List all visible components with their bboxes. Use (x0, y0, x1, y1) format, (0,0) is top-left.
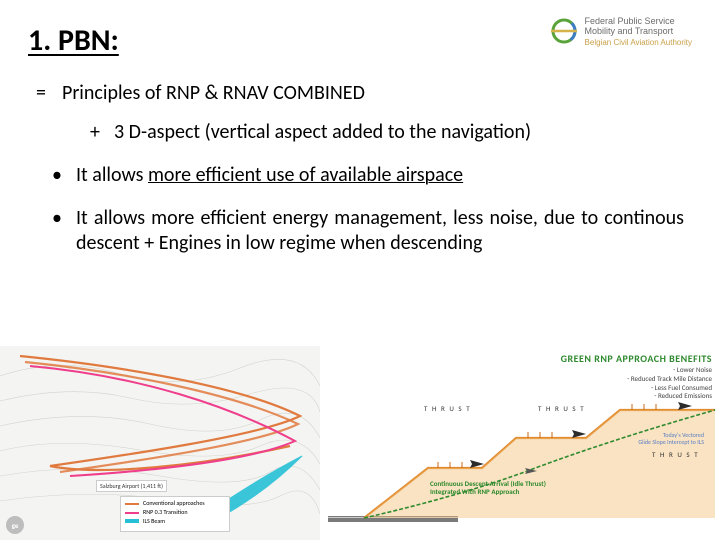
aspect-line: + 3 D-aspect (vertical aspect added to t… (36, 120, 684, 145)
logo-text-line2: Mobility and Transport (585, 26, 692, 36)
logo-text-line1: Federal Public Service (585, 16, 692, 26)
figure-row: Salzburg Airport (1,411 ft) Conventional… (0, 346, 720, 540)
legend-row: RNP 0.3 Transition (125, 509, 225, 517)
thrust-label: T H R U S T (424, 404, 471, 413)
equals-marker: = (36, 81, 62, 106)
agency-logo: Federal Public Service Mobility and Tran… (549, 16, 692, 47)
logo-mark-icon (549, 16, 579, 46)
benefits-title: GREEN RNP APPROACH BENEFITS (561, 352, 712, 365)
ge-badge-icon: ge (6, 516, 24, 534)
aspect-text: 3 D-aspect (vertical aspect added to the… (114, 120, 684, 145)
figure-descent-profile: GREEN RNP APPROACH BENEFITS - Lower Nois… (320, 346, 720, 540)
page-title: 1. PBN: (28, 22, 119, 59)
bullet-2: • It allows more efficient energy manage… (36, 206, 684, 256)
legend-row: Conventional approaches (125, 500, 225, 508)
bullet-marker: • (52, 206, 76, 231)
bullet-1-text: It allows more efficient use of availabl… (76, 163, 684, 188)
bullet-marker: • (52, 163, 76, 188)
vector-note: Today's Vectored Glide Slope Intercept t… (638, 432, 704, 446)
legend-label: ILS Beam (143, 518, 165, 526)
plus-marker: + (90, 120, 114, 145)
bullet-1-underlined: more efficient use of available airspace (148, 163, 463, 187)
bullet-1: • It allows more efficient use of availa… (36, 163, 684, 188)
figure-approach-map: Salzburg Airport (1,411 ft) Conventional… (0, 346, 320, 540)
legend-label: RNP 0.3 Transition (143, 509, 187, 517)
bullet-2-text: It allows more efficient energy manageme… (76, 206, 684, 256)
principles-text: Principles of RNP & RNAV COMBINED (62, 81, 684, 106)
thrust-label: T H R U S T (652, 450, 699, 459)
cda-line2: Integrated With RNP Approach (430, 488, 546, 496)
map-legend: Conventional approaches RNP 0.3 Transiti… (120, 496, 230, 532)
thrust-label: T H R U S T (538, 404, 585, 413)
logo-text-line3: Belgian Civil Aviation Authority (585, 38, 692, 47)
slide-body: = Principles of RNP & RNAV COMBINED + 3 … (0, 63, 720, 256)
legend-row: ILS Beam (125, 518, 225, 526)
bullet-1-pre: It allows (76, 163, 148, 187)
cda-label: Continuous Descent Arrival (Idle Thrust)… (430, 480, 546, 497)
legend-label: Conventional approaches (143, 500, 205, 508)
benefit-item: - Reduced Emissions (627, 392, 712, 401)
airport-label: Salzburg Airport (1,411 ft) (96, 480, 167, 492)
principles-line: = Principles of RNP & RNAV COMBINED (36, 81, 684, 106)
benefits-list: - Lower Noise - Reduced Track Mile Dista… (627, 366, 712, 401)
vector-note-line2: Glide Slope Intercept to ILS (638, 439, 704, 446)
